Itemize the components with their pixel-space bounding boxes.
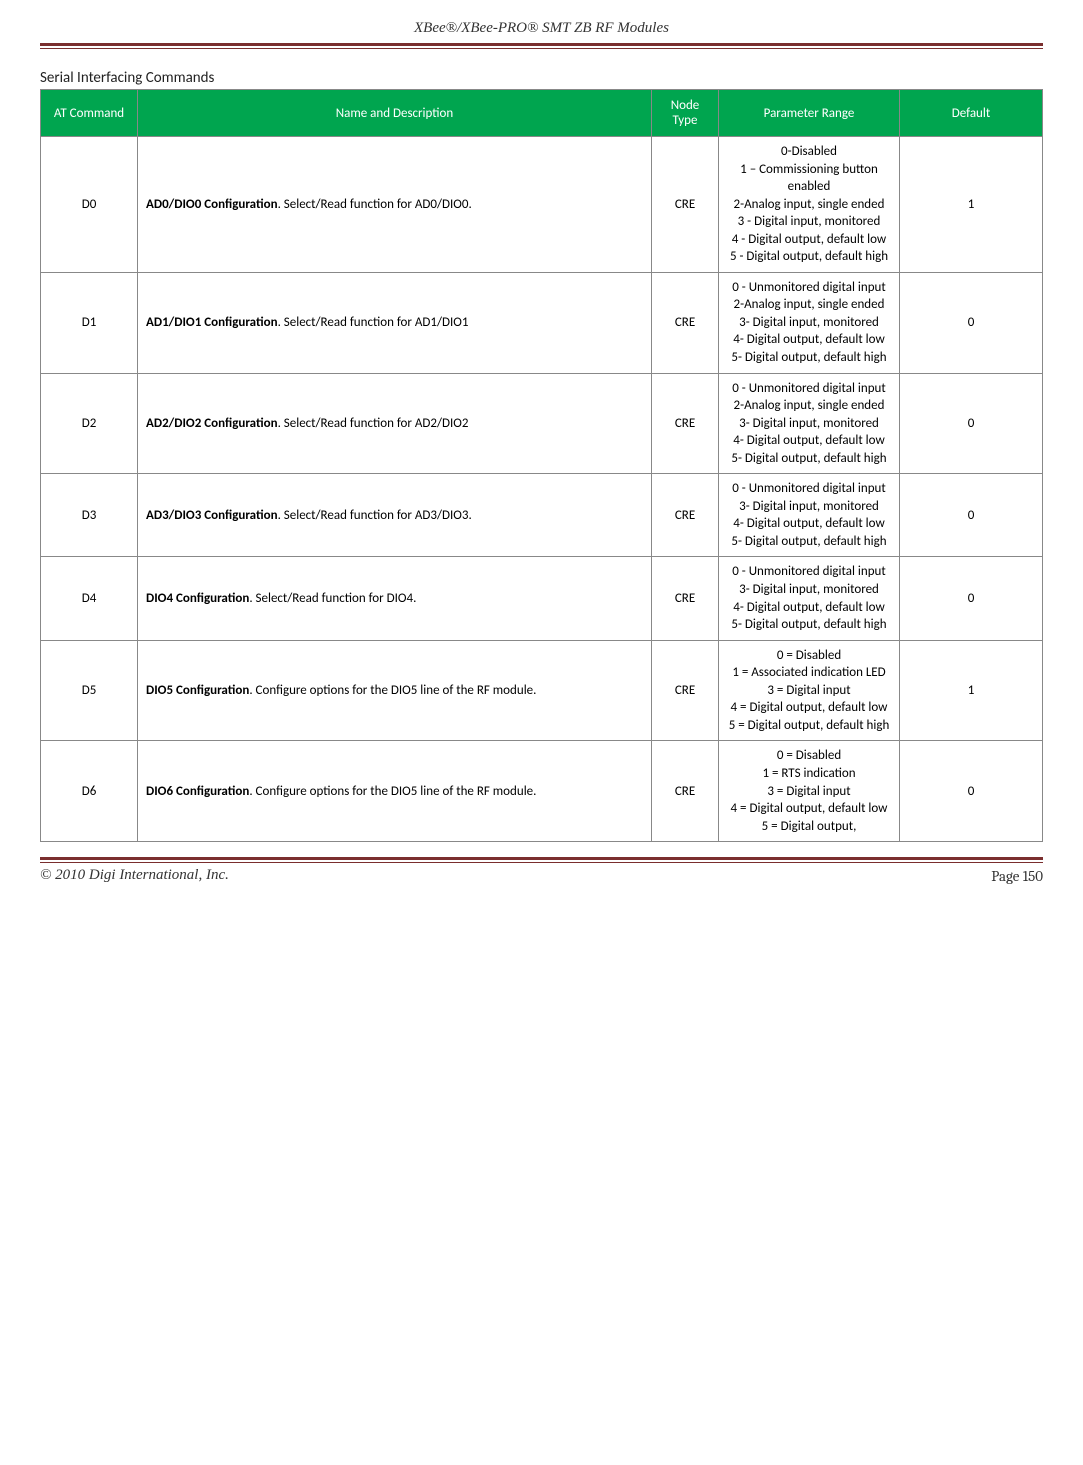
cell-node: CRE — [652, 272, 719, 373]
cell-def: 0 — [900, 272, 1043, 373]
cell-desc: AD0/DIO0 Configuration. Select/Read func… — [138, 137, 652, 273]
cell-at: D6 — [41, 741, 138, 842]
cell-range: 0-Disabled1 – Commissioning button enabl… — [719, 137, 900, 273]
cell-desc-rest: . Select/Read function for AD3/DIO3. — [278, 508, 472, 523]
cell-at: D3 — [41, 474, 138, 557]
commands-table: AT Command Name and Description Node Typ… — [40, 89, 1043, 842]
footer-page-label: Page — [991, 867, 1022, 885]
cell-def: 0 — [900, 557, 1043, 640]
col-header-desc: Name and Description — [138, 90, 652, 137]
cell-desc-rest: . Configure options for the DIO5 line of… — [249, 784, 536, 799]
cell-range: 0 - Unmonitored digital input2-Analog in… — [719, 272, 900, 373]
cell-at: D2 — [41, 373, 138, 474]
cell-def: 0 — [900, 741, 1043, 842]
table-row: D6 DIO6 Configuration. Configure options… — [41, 741, 1043, 842]
cell-def: 0 — [900, 474, 1043, 557]
table-row: D0 AD0/DIO0 Configuration. Select/Read f… — [41, 137, 1043, 273]
cell-node: CRE — [652, 137, 719, 273]
cell-range: 0 - Unmonitored digital input3- Digital … — [719, 557, 900, 640]
page-container: XBee®/XBee-PRO® SMT ZB RF Modules Serial… — [0, 0, 1083, 900]
cell-def: 1 — [900, 640, 1043, 741]
col-header-range: Parameter Range — [719, 90, 900, 137]
cell-at: D5 — [41, 640, 138, 741]
section-title: Serial Interfacing Commands — [40, 69, 1043, 87]
cell-desc-rest: . Select/Read function for AD1/DIO1 — [278, 315, 469, 330]
cell-at: D0 — [41, 137, 138, 273]
cell-desc-rest: . Configure options for the DIO5 line of… — [249, 683, 536, 698]
table-row: D5 DIO5 Configuration. Configure options… — [41, 640, 1043, 741]
cell-node: CRE — [652, 741, 719, 842]
cell-desc-bold: DIO6 Configuration — [146, 784, 249, 799]
cell-node: CRE — [652, 474, 719, 557]
cell-desc-bold: DIO5 Configuration — [146, 683, 249, 698]
cell-desc: DIO5 Configuration. Configure options fo… — [138, 640, 652, 741]
cell-desc: AD1/DIO1 Configuration. Select/Read func… — [138, 272, 652, 373]
cell-at: D4 — [41, 557, 138, 640]
table-row: D2 AD2/DIO2 Configuration. Select/Read f… — [41, 373, 1043, 474]
col-header-node: Node Type — [652, 90, 719, 137]
cell-node: CRE — [652, 640, 719, 741]
footer-page: Page 150 — [991, 867, 1043, 885]
table-row: D4 DIO4 Configuration. Select/Read funct… — [41, 557, 1043, 640]
cell-node: CRE — [652, 373, 719, 474]
table-row: D1 AD1/DIO1 Configuration. Select/Read f… — [41, 272, 1043, 373]
footer-copyright: © 2010 Digi International, Inc. — [40, 867, 229, 885]
cell-range: 0 = Disabled1 = RTS indication3 = Digita… — [719, 741, 900, 842]
cell-desc-rest: . Select/Read function for DIO4. — [249, 591, 416, 606]
page-footer: © 2010 Digi International, Inc. Page 150 — [40, 867, 1043, 885]
footer-rule — [40, 857, 1043, 863]
cell-desc: AD2/DIO2 Configuration. Select/Read func… — [138, 373, 652, 474]
cell-range: 0 = Disabled1 = Associated indication LE… — [719, 640, 900, 741]
table-header-row: AT Command Name and Description Node Typ… — [41, 90, 1043, 137]
cell-desc-bold: AD1/DIO1 Configuration — [146, 315, 278, 330]
table-row: D3 AD3/DIO3 Configuration. Select/Read f… — [41, 474, 1043, 557]
cell-desc-rest: . Select/Read function for AD2/DIO2 — [278, 416, 469, 431]
cell-desc-rest: . Select/Read function for AD0/DIO0. — [278, 197, 472, 212]
table-body: D0 AD0/DIO0 Configuration. Select/Read f… — [41, 137, 1043, 842]
document-header-title: XBee®/XBee-PRO® SMT ZB RF Modules — [40, 20, 1043, 41]
cell-desc: AD3/DIO3 Configuration. Select/Read func… — [138, 474, 652, 557]
cell-desc-bold: AD2/DIO2 Configuration — [146, 416, 278, 431]
cell-desc-bold: DIO4 Configuration — [146, 591, 249, 606]
cell-def: 1 — [900, 137, 1043, 273]
cell-desc-bold: AD3/DIO3 Configuration — [146, 508, 278, 523]
col-header-at: AT Command — [41, 90, 138, 137]
cell-node: CRE — [652, 557, 719, 640]
col-header-def: Default — [900, 90, 1043, 137]
cell-at: D1 — [41, 272, 138, 373]
cell-range: 0 - Unmonitored digital input2-Analog in… — [719, 373, 900, 474]
cell-def: 0 — [900, 373, 1043, 474]
cell-desc: DIO6 Configuration. Configure options fo… — [138, 741, 652, 842]
cell-desc: DIO4 Configuration. Select/Read function… — [138, 557, 652, 640]
cell-range: 0 - Unmonitored digital input3- Digital … — [719, 474, 900, 557]
cell-desc-bold: AD0/DIO0 Configuration — [146, 197, 278, 212]
header-rule — [40, 43, 1043, 49]
footer-page-number: 150 — [1023, 867, 1043, 885]
